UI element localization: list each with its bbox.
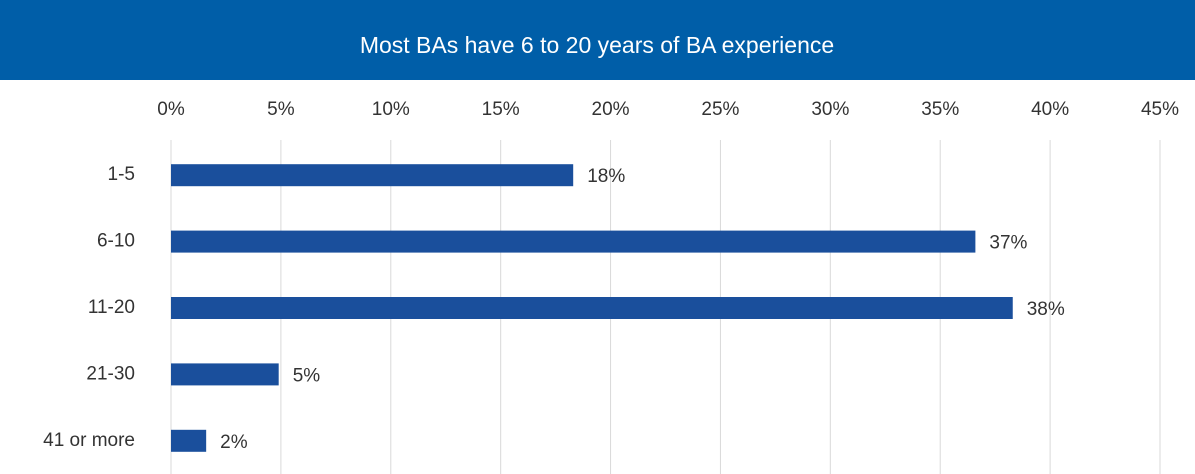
x-tick-label: 5% [267,99,295,120]
data-label: 37% [989,233,1027,254]
y-tick-label: 21-30 [86,363,135,384]
y-tick-label: 11-20 [88,297,135,318]
x-tick-label: 0% [157,99,185,120]
y-tick-label: 1-5 [108,164,135,185]
x-tick-label: 25% [701,99,739,120]
x-tick-label: 15% [482,99,520,120]
bar [171,230,976,253]
x-tick-label: 35% [921,99,959,120]
chart-title: Most BAs have 6 to 20 years of BA experi… [360,32,834,58]
x-tick-label: 10% [372,99,410,120]
x-tick-label: 20% [592,99,630,120]
bar [171,164,574,187]
data-label: 38% [1027,299,1065,320]
bar [171,297,1013,319]
x-tick-label: 45% [1141,99,1179,120]
y-tick-label: 6-10 [97,231,135,252]
x-tick-label: 30% [811,99,849,120]
bar [171,363,279,386]
x-tick-label: 40% [1031,99,1069,120]
data-label: 2% [220,432,248,453]
title-banner [0,0,1195,80]
y-tick-label: 41 or more [43,430,135,451]
data-label: 18% [587,166,625,187]
bar [171,429,207,452]
data-label: 5% [293,365,321,386]
